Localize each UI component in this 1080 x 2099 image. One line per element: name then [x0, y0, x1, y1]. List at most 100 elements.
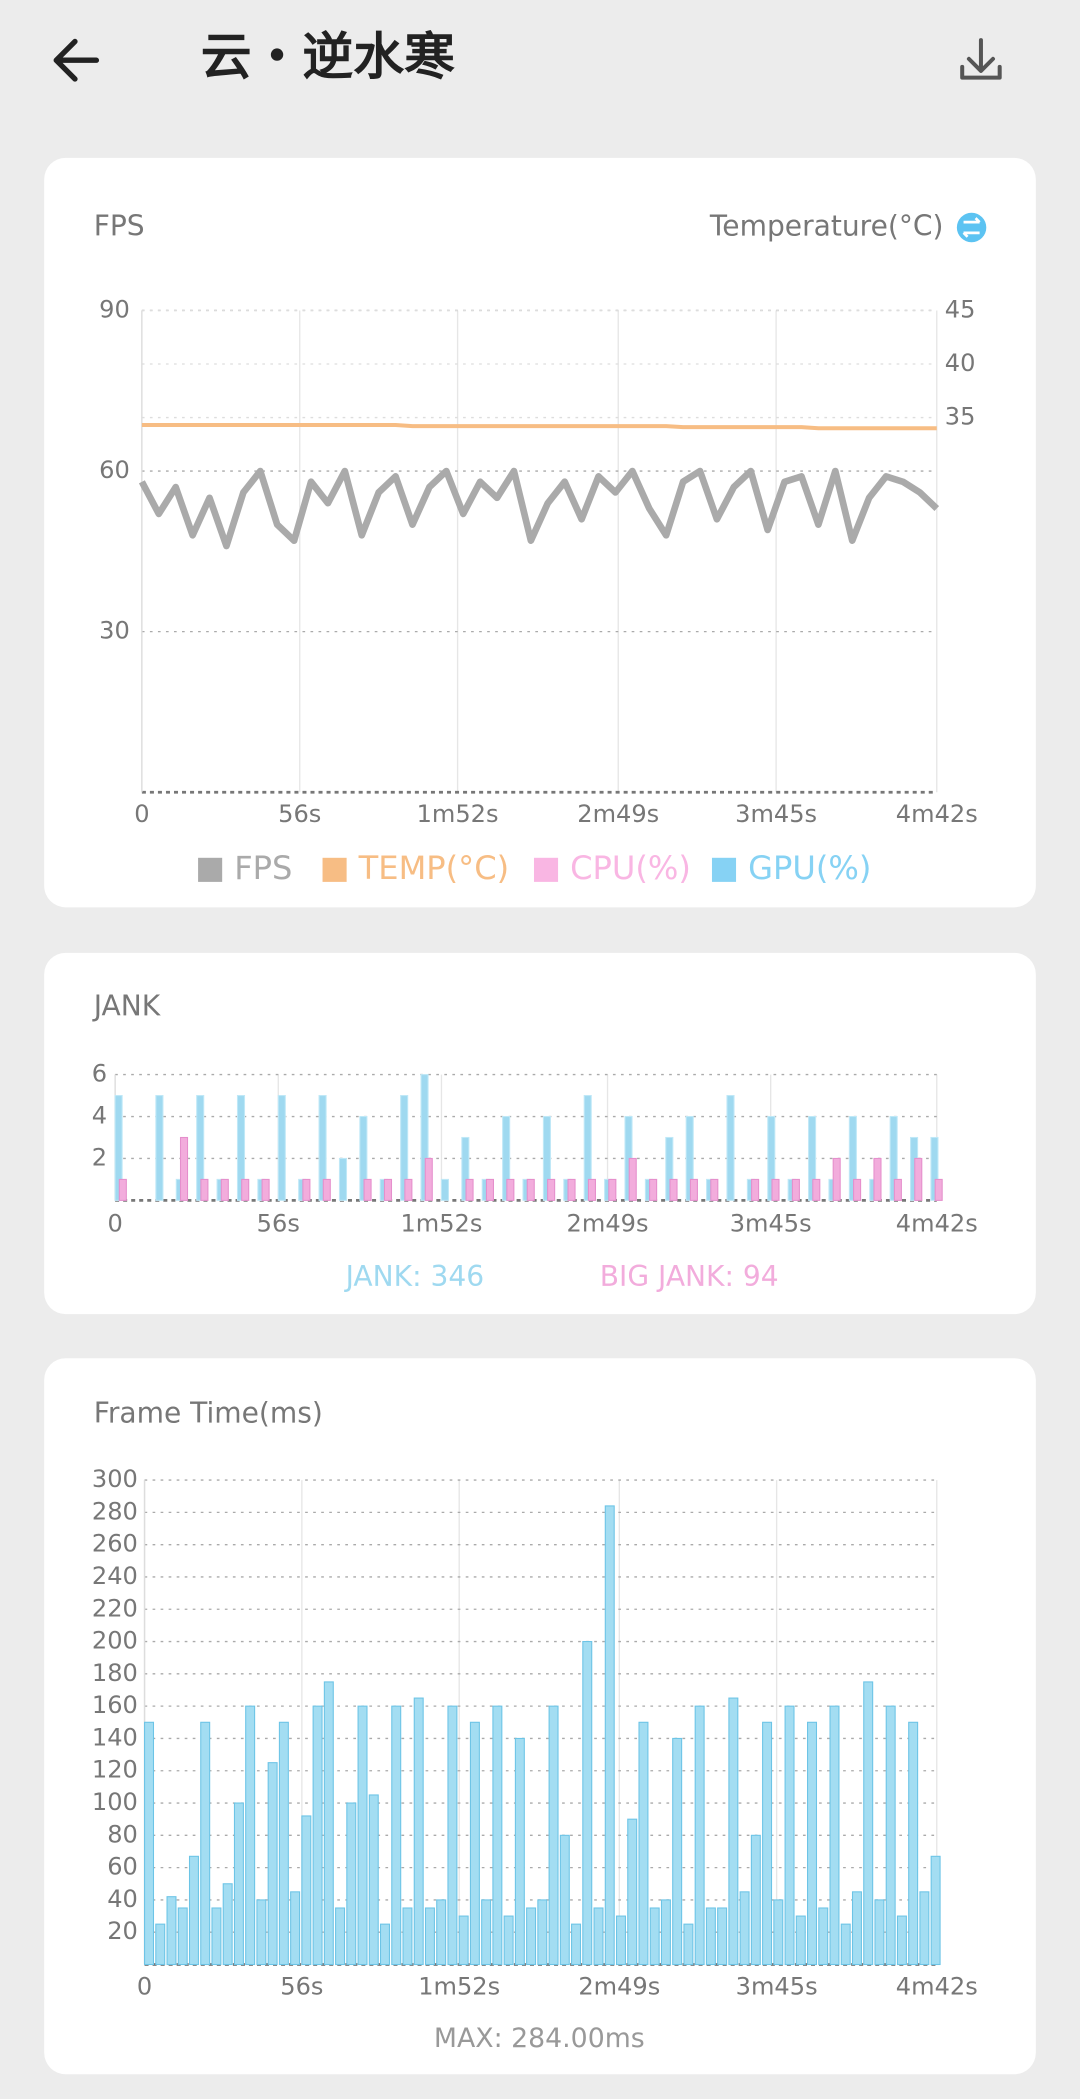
- x-tick-label: 4m42s: [896, 800, 978, 828]
- y-tick-label: 180: [92, 1659, 138, 1687]
- x-tick-label: 3m45s: [730, 1209, 812, 1237]
- bar: [503, 1915, 514, 1966]
- download-button[interactable]: [960, 38, 1002, 80]
- bar: [669, 1178, 678, 1201]
- bar: [380, 1923, 390, 1966]
- bar: [791, 1178, 800, 1201]
- jank-card: [44, 952, 1036, 1315]
- y-tick-label: 6: [92, 1060, 107, 1088]
- x-tick-label: 56s: [280, 1972, 323, 2000]
- legend-label: TEMP(°C): [358, 849, 510, 887]
- bar: [615, 1915, 626, 1966]
- x-tick-label: 2m49s: [578, 1972, 660, 2000]
- y-tick-label: 20: [107, 1917, 138, 1945]
- bar: [750, 1834, 761, 1966]
- bar: [672, 1737, 683, 1966]
- bar: [694, 1705, 705, 1966]
- bar: [278, 1721, 289, 1966]
- bar: [506, 1178, 515, 1201]
- bar: [548, 1705, 559, 1966]
- bar: [608, 1178, 617, 1201]
- bar: [665, 1136, 674, 1201]
- bar: [220, 1178, 229, 1201]
- y-tick-label: 140: [92, 1723, 138, 1751]
- bar: [795, 1915, 806, 1966]
- legend-swatch: [533, 857, 559, 882]
- bar: [526, 1178, 535, 1201]
- y-tick-label: 200: [92, 1627, 138, 1655]
- bar: [261, 1178, 270, 1201]
- bar: [492, 1705, 503, 1966]
- bar: [587, 1178, 596, 1201]
- bar: [726, 1095, 735, 1201]
- bar: [863, 1681, 874, 1966]
- y-tick-label: 90: [99, 295, 130, 323]
- bar: [628, 1157, 637, 1201]
- bar: [582, 1641, 593, 1966]
- x-tick-label: 1m52s: [418, 1972, 500, 2000]
- switch-arrows: [962, 217, 981, 238]
- bar: [236, 1095, 246, 1201]
- bar: [363, 1178, 372, 1201]
- fps-card: [44, 157, 1036, 908]
- bar: [267, 1762, 278, 1966]
- bar: [155, 1923, 166, 1966]
- bar: [705, 1907, 716, 1966]
- bar: [323, 1681, 334, 1966]
- bar: [424, 1907, 435, 1966]
- x-tick-label: 0: [107, 1209, 122, 1237]
- x-tick-label: 0: [134, 800, 149, 828]
- bar: [604, 1505, 615, 1966]
- legend-swatch: [322, 857, 347, 882]
- bar: [335, 1907, 346, 1966]
- bar: [771, 1178, 780, 1201]
- bar: [567, 1178, 576, 1201]
- y-tick-label: 100: [92, 1788, 138, 1816]
- bar: [322, 1178, 331, 1201]
- bar: [930, 1855, 941, 1966]
- bar: [807, 1721, 818, 1966]
- bar: [241, 1178, 250, 1201]
- bar: [784, 1705, 795, 1966]
- bar: [179, 1136, 189, 1201]
- bar: [233, 1802, 244, 1966]
- bar: [893, 1178, 902, 1201]
- bar: [773, 1899, 784, 1966]
- axis-switch-button[interactable]: [956, 212, 987, 243]
- bar: [118, 1178, 127, 1201]
- x-tick-label: 4m42s: [896, 1972, 978, 2000]
- bar: [469, 1721, 480, 1966]
- back-button[interactable]: [53, 38, 100, 82]
- bar: [368, 1794, 379, 1966]
- bar: [481, 1899, 492, 1966]
- bar: [502, 1115, 511, 1201]
- y2-tick-label: 45: [945, 295, 976, 323]
- bar: [458, 1915, 469, 1966]
- chart-title: FPS: [94, 209, 145, 242]
- legend-swatch: [198, 857, 223, 882]
- bar: [144, 1721, 155, 1966]
- bar: [391, 1705, 402, 1966]
- bar: [689, 1178, 698, 1201]
- bar: [559, 1834, 570, 1966]
- legend-swatch: [711, 857, 737, 882]
- bar: [420, 1074, 429, 1201]
- bar: [440, 1178, 450, 1201]
- bar: [461, 1136, 470, 1201]
- bar: [346, 1802, 357, 1966]
- y-tick-label: 240: [92, 1562, 138, 1590]
- x-tick-label: 0: [137, 1972, 152, 2000]
- bar: [930, 1136, 939, 1201]
- legend-label: GPU(%): [748, 849, 871, 887]
- bar: [465, 1178, 474, 1201]
- legend-label: CPU(%): [570, 849, 691, 887]
- x-tick-label: 2m49s: [567, 1209, 649, 1237]
- bar: [627, 1818, 638, 1966]
- bar: [318, 1095, 327, 1201]
- bar: [818, 1907, 829, 1966]
- bar: [739, 1891, 750, 1966]
- x-tick-label: 1m52s: [400, 1209, 482, 1237]
